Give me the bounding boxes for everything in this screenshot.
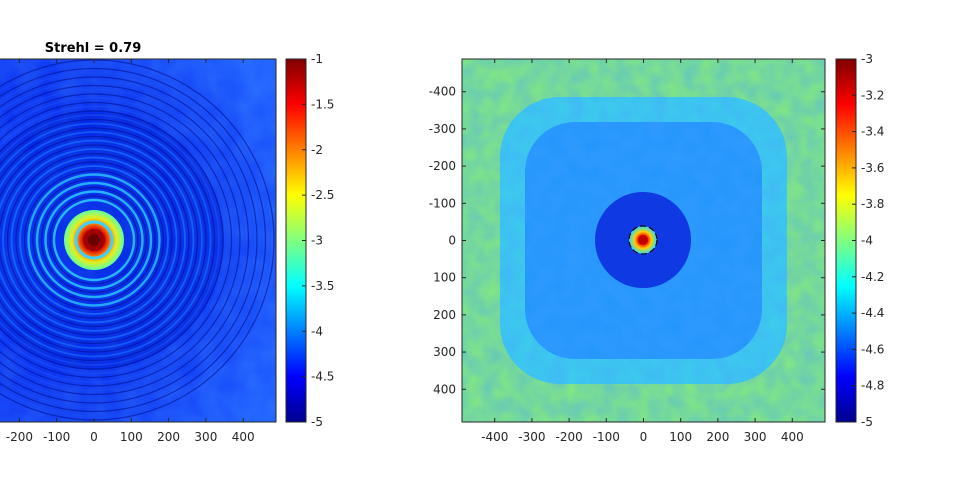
psf-ring-dark — [49, 195, 139, 285]
colorbar-tick-label: -4.6 — [861, 342, 884, 356]
right-y-tick-label: 0 — [448, 234, 456, 248]
colorbar-tick-label: -3 — [861, 52, 873, 66]
psf-ring — [0, 63, 271, 417]
left-x-tick-label: -200 — [6, 430, 33, 444]
left-ring-pattern — [0, 59, 275, 421]
psf-ring — [2, 148, 186, 332]
psf-ring-dark — [0, 93, 241, 387]
left-x-tick-label: 200 — [157, 430, 180, 444]
right-x-tick-label: -200 — [555, 430, 582, 444]
right-y-tick-label: 100 — [433, 271, 456, 285]
psf-ring — [35, 181, 153, 299]
right-x-tick-label: 400 — [781, 430, 804, 444]
right-x-tick-label: 300 — [744, 430, 767, 444]
colorbar-tick-label: -5 — [311, 415, 323, 429]
left-x-tick-label: 0 — [90, 430, 98, 444]
psf-ring-dark — [15, 161, 173, 319]
right-x-tick-label: 0 — [640, 430, 648, 444]
colorbar-tick-label: -2 — [311, 143, 323, 157]
psf-ring-dark — [40, 186, 148, 294]
left-heatmap: Strehl = 0.79 -200 -100 0 100 200 300 400 — [0, 41, 277, 444]
left-x-tick-label: 400 — [232, 430, 255, 444]
left-heatmap-image — [0, 59, 276, 422]
right-y-tick-label: 400 — [433, 382, 456, 396]
colorbar-tick-label: -4.4 — [861, 306, 884, 320]
right-y-tick-label: -300 — [429, 122, 456, 136]
right-heatmap: -400 -300 -200 -100 0 100 200 300 400 -400 -300 -2… — [429, 58, 826, 444]
colorbar-tick-label: -4 — [311, 324, 323, 338]
psf-ring-dark — [0, 118, 216, 362]
left-colorbar-ticks: -1 -1.5 -2 -2.5 -3 -3.5 -4 -4.5 -5 — [302, 52, 334, 429]
colorbar-tick-label: -3.5 — [311, 279, 334, 293]
psf-ring-dark — [6, 152, 182, 328]
psf-ring-dark — [0, 101, 233, 379]
psf-ring-dark — [0, 84, 250, 396]
psf-ring — [0, 88, 246, 392]
psf-ring-dark — [0, 144, 190, 336]
colorbar-tick-label: -4 — [861, 234, 873, 248]
psf-ring — [10, 156, 178, 324]
left-x-axis: -200 -100 0 100 200 300 400 — [6, 59, 255, 444]
psf-ring-dark — [0, 110, 224, 370]
right-x-tick-label: 100 — [669, 430, 692, 444]
psf-ring — [0, 114, 220, 366]
right-heatmap-image — [462, 59, 825, 422]
psf-ring — [0, 80, 254, 400]
colorbar-tick-label: -5 — [861, 415, 873, 429]
colorbar-tick-label: -3.4 — [861, 125, 884, 139]
right-y-tick-label: 200 — [433, 308, 456, 322]
right-x-tick-label: -300 — [518, 430, 545, 444]
psf-ring — [0, 139, 195, 341]
left-x-tick-label: 100 — [120, 430, 143, 444]
colorbar-tick-label: -3.8 — [861, 197, 884, 211]
colorbar-tick-label: -2.5 — [311, 188, 334, 202]
psf-ring-dark — [32, 178, 156, 302]
colorbar-tick-label: -3.6 — [861, 161, 884, 175]
right-y-axis: -400 -300 -200 -100 0 100 200 300 400 — [429, 85, 825, 396]
colorbar-tick-label: -3 — [311, 234, 323, 248]
psf-ring — [0, 122, 212, 358]
right-x-tick-label: 200 — [706, 430, 729, 444]
psf-ring — [52, 198, 136, 282]
left-x-tick-label: 300 — [194, 430, 217, 444]
left-plot-title: Strehl = 0.79 — [45, 41, 142, 56]
right-x-axis: -400 -300 -200 -100 0 100 200 300 400 — [481, 59, 804, 444]
colorbar-tick-label: -4.8 — [861, 379, 884, 393]
psf-ring — [44, 190, 144, 290]
right-y-tick-label: -100 — [429, 196, 456, 210]
colorbar-tick-label: -1 — [311, 52, 323, 66]
colorbar-tick-label: -4.2 — [861, 270, 884, 284]
colorbar-tick-label: -3.2 — [861, 88, 884, 102]
right-y-tick-label: -400 — [429, 85, 456, 99]
psf-ring — [0, 131, 203, 349]
right-x-tick-label: -400 — [481, 430, 508, 444]
psf-ring-dark — [0, 67, 267, 413]
psf-ring — [0, 105, 229, 375]
psf-ring — [0, 97, 237, 383]
psf-ring — [19, 165, 169, 315]
left-colorbar: -1 -1.5 -2 -2.5 -3 -3.5 -4 -4.5 -5 — [285, 52, 334, 429]
right-colorbar-ticks: -3 -3.2 -3.4 -3.6 -3.8 -4 -4.2 -4.4 -4.6 -4.8 -5 — [852, 52, 884, 429]
right-x-tick-label: -100 — [593, 430, 620, 444]
psf-ring-dark — [0, 76, 258, 404]
colorbar-tick-label: -4.5 — [311, 370, 334, 384]
left-x-tick-label: -100 — [43, 430, 70, 444]
psf-ring-dark — [23, 169, 165, 311]
psf-ring-dark — [0, 135, 199, 345]
colorbar-tick-label: -1.5 — [311, 97, 334, 111]
psf-ring — [27, 173, 161, 307]
right-y-tick-label: -200 — [429, 159, 456, 173]
psf-ring — [0, 71, 263, 409]
right-y-tick-label: 300 — [433, 345, 456, 359]
psf-ring-dark — [0, 127, 207, 353]
right-colorbar: -3 -3.2 -3.4 -3.6 -3.8 -4 -4.2 -4.4 -4.6 -4.8 -5 — [835, 52, 884, 429]
